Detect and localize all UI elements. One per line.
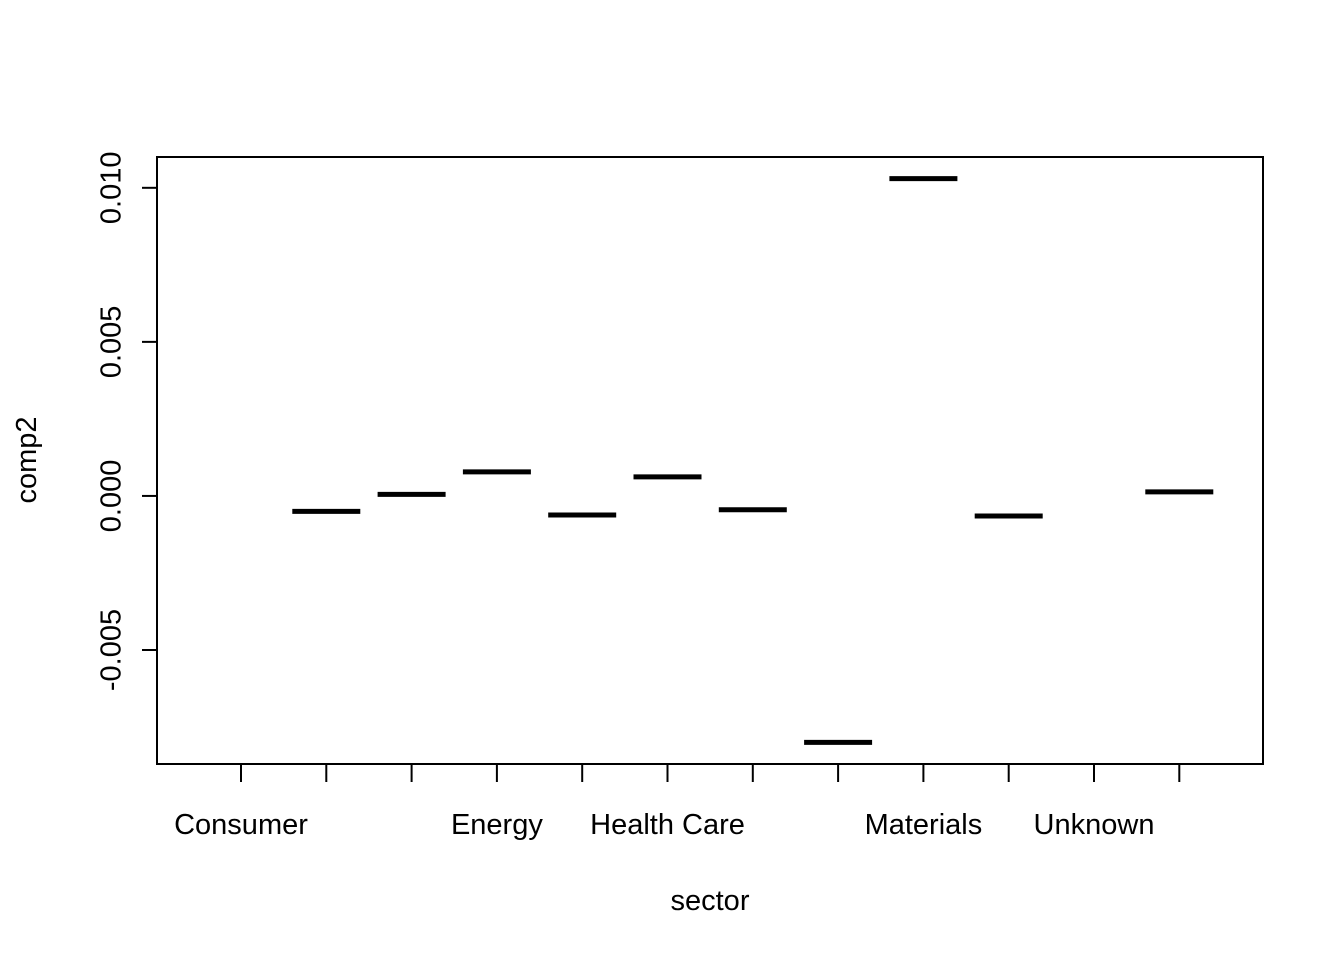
y-tick-label: 0.005 — [96, 306, 128, 379]
x-axis-title: sector — [671, 885, 750, 917]
x-tick-label: Energy — [451, 809, 543, 841]
y-axis-title: comp2 — [11, 416, 43, 503]
y-tick-label: 0.010 — [96, 152, 128, 225]
x-tick-label: Unknown — [1034, 809, 1155, 841]
y-axis: -0.005 0.000 0.005 0.010 — [96, 152, 157, 691]
data-marks — [292, 176, 1214, 745]
x-tick-label: Health Care — [590, 809, 745, 841]
y-tick-label: -0.005 — [96, 609, 128, 691]
y-tick-label: 0.000 — [96, 460, 128, 533]
x-tick-label: Materials — [865, 809, 983, 841]
x-axis: Consumer Energy Health Care Materials Unknow… — [174, 764, 1181, 841]
x-tick-label: Consumer — [174, 809, 308, 841]
plot-frame — [156, 156, 1264, 765]
